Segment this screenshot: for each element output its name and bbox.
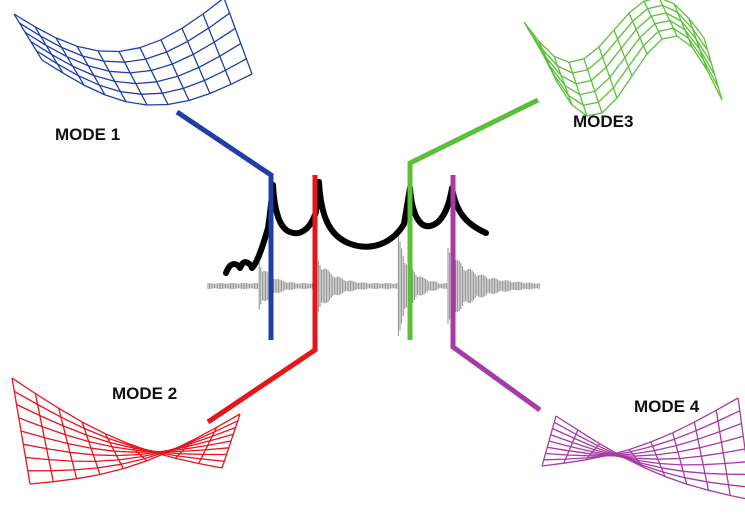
wireframe-line (139, 47, 169, 105)
mode-shape-2-wireframe-icon (11, 377, 241, 485)
mode-3-label: MODE3 (573, 112, 634, 131)
wireframe-line (76, 45, 106, 96)
wireframe-line (174, 439, 194, 459)
mode-shape-3-wireframe-icon (523, 0, 723, 117)
wireframe-line (18, 417, 229, 453)
wireframe-line (715, 410, 731, 496)
wireframe-line (607, 454, 622, 457)
wireframe-line (643, 0, 663, 40)
wireframe-line (553, 55, 573, 106)
wireframe-line (181, 28, 211, 94)
wireframe-line (548, 440, 745, 460)
wireframe-line (563, 429, 579, 464)
wireframe-line (221, 413, 241, 469)
mode-3-leader-line (407, 97, 540, 340)
wireframe-line (55, 37, 85, 86)
wireframe-line (104, 433, 124, 469)
wireframe-line (27, 420, 239, 472)
wireframe-line (538, 41, 558, 83)
wireframe-line (202, 13, 232, 85)
mode-4-label: MODE 4 (634, 397, 700, 416)
wireframe-line (25, 426, 236, 463)
wireframe-line (523, 21, 543, 53)
wireframe-line (97, 50, 127, 103)
wireframe-line (585, 443, 601, 461)
wireframe-line (16, 403, 227, 456)
wireframe-line (545, 422, 742, 457)
wireframe-line (672, 432, 688, 485)
wireframe-line (598, 46, 618, 99)
wireframe-line (13, 13, 43, 61)
wireframe-line (628, 449, 644, 468)
wireframe-line (13, 390, 225, 462)
wireframe-line (118, 51, 148, 106)
wireframe-line (541, 397, 739, 467)
wireframe-line (23, 433, 234, 457)
mode-2-label: MODE 2 (112, 384, 178, 403)
wireframe-line (673, 3, 693, 48)
wireframe-line (568, 62, 588, 117)
mode-1-label: MODE 1 (55, 125, 121, 144)
wireframe-line (688, 18, 708, 71)
wireframe-line (555, 415, 745, 500)
wireframe-line (553, 421, 745, 488)
wireframe-line (11, 377, 31, 485)
wireframe-line (737, 397, 745, 454)
wireframe-line (34, 26, 64, 74)
wireframe-line (693, 421, 710, 491)
mode-shape-4-wireframe-icon (541, 397, 745, 500)
wireframe-line (20, 430, 232, 453)
wireframe-line (552, 427, 745, 476)
wireframe-line (128, 443, 148, 462)
frf-curve (223, 179, 489, 276)
mode-4-leader-line (450, 175, 542, 413)
wireframe-line (160, 39, 190, 101)
wireframe-line (24, 27, 236, 74)
wireframe-line (583, 58, 603, 114)
wireframe-line (81, 421, 101, 475)
wireframe-line (541, 415, 557, 467)
wireframe-line (29, 413, 241, 485)
mode-2-leader-line (206, 175, 318, 425)
wireframe-line (151, 450, 171, 453)
wireframe-line (613, 29, 633, 77)
wireframe-line (650, 441, 666, 477)
wireframe-line (543, 410, 741, 461)
wireframe-line (58, 408, 78, 479)
wireframe-line (34, 393, 54, 482)
mode-shape-1-wireframe-icon (13, 0, 253, 106)
wireframe-line (550, 434, 745, 466)
wireframe-line (11, 377, 223, 469)
wireframe-line (659, 0, 678, 37)
wireframe-line (703, 37, 723, 101)
wireframe-line (628, 12, 648, 55)
wireframe-line (547, 435, 744, 457)
mode-1-leader-line (175, 109, 274, 340)
wireframe-line (224, 0, 253, 75)
wireframe-line (198, 427, 218, 464)
